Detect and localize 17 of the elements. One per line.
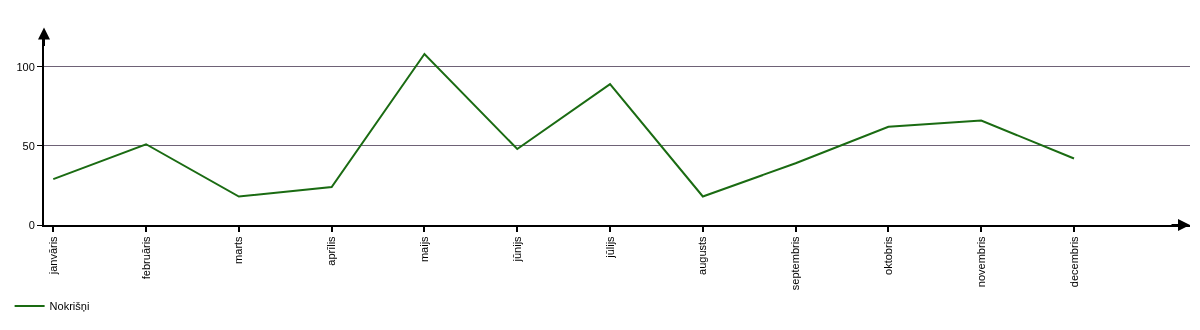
x-tick-label: jūlijs [603, 235, 616, 259]
x-tick-label: janvāris [46, 235, 59, 276]
x-tick-label: novembris [974, 235, 987, 288]
x-tick-label: decembris [1067, 235, 1080, 288]
x-tick-label: augusts [696, 235, 709, 275]
x-tick-label: februāris [139, 235, 152, 280]
x-tick-label: jūnijs [510, 235, 523, 263]
x-tick-label: septembris [789, 235, 802, 291]
x-tick-label: maijs [418, 235, 431, 263]
y-tick-label: 0 [28, 218, 35, 231]
x-tick-label: marts [232, 235, 245, 264]
y-tick-label: 50 [22, 139, 35, 152]
line-series [52, 53, 1076, 198]
x-tick-label: oktobris [881, 235, 894, 275]
x-tick-label: aprīlis [325, 235, 338, 266]
y-tick-label: 100 [16, 60, 35, 73]
legend-label: Nokrišņi [49, 300, 90, 313]
